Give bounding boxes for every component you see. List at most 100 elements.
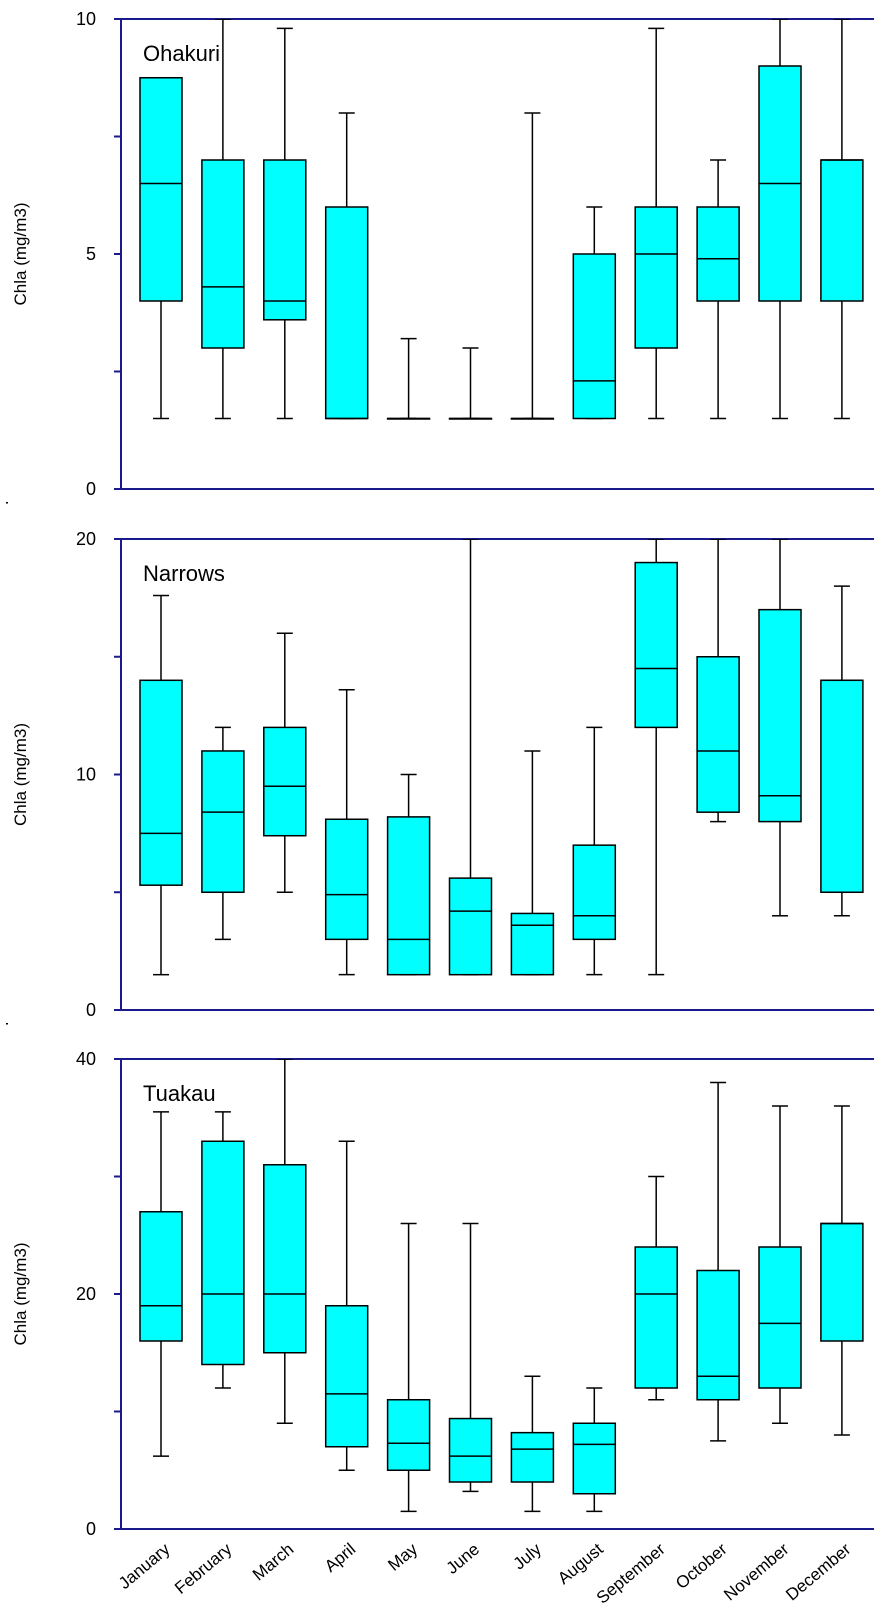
iqr-box bbox=[696, 1269, 740, 1401]
box-march bbox=[263, 632, 307, 893]
iqr-box bbox=[510, 912, 555, 976]
box-june bbox=[448, 539, 493, 976]
y-axis-label: Chla (mg/m3) bbox=[11, 1243, 30, 1346]
y-tick-label: 20 bbox=[76, 1284, 96, 1304]
box-may bbox=[386, 337, 431, 420]
panel-title: Ohakuri bbox=[143, 41, 220, 66]
iqr-box bbox=[139, 1211, 183, 1342]
box-august bbox=[572, 1387, 617, 1513]
box-march bbox=[263, 27, 307, 420]
iqr-box bbox=[696, 206, 740, 302]
iqr-box bbox=[634, 561, 678, 729]
iqr-box bbox=[448, 877, 493, 976]
box-april bbox=[324, 688, 369, 976]
x-tick-label: November bbox=[720, 1539, 793, 1604]
box-july bbox=[510, 1375, 555, 1513]
box-june bbox=[448, 1222, 493, 1493]
box-august bbox=[572, 206, 617, 420]
box-february bbox=[201, 726, 245, 941]
iqr-box bbox=[139, 679, 183, 886]
x-tick-label: September bbox=[593, 1539, 669, 1607]
iqr-box bbox=[263, 159, 307, 321]
iqr-box bbox=[634, 1246, 678, 1389]
box-april bbox=[324, 112, 369, 420]
x-tick-label: August bbox=[554, 1539, 607, 1588]
box-august bbox=[572, 726, 617, 976]
x-tick-label: October bbox=[672, 1539, 731, 1593]
iqr-box bbox=[201, 1140, 245, 1366]
x-tick-label: April bbox=[321, 1540, 359, 1576]
box-october bbox=[696, 159, 740, 420]
iqr-box bbox=[263, 726, 307, 837]
box-october bbox=[696, 1081, 740, 1442]
box-january bbox=[139, 594, 183, 976]
y-tick-label: 0 bbox=[86, 1000, 96, 1020]
iqr-box bbox=[634, 206, 678, 349]
x-tick-label: January bbox=[115, 1539, 174, 1593]
box-september bbox=[634, 539, 678, 976]
separator-dot bbox=[6, 1023, 8, 1025]
box-marks bbox=[139, 539, 864, 976]
y-tick-label: 10 bbox=[76, 9, 96, 29]
panel-ohakuri: 0 5 10 Chla (mg/m3) Ohakuri bbox=[6, 9, 874, 504]
box-may bbox=[386, 1222, 431, 1513]
y-tick-label: 10 bbox=[76, 765, 96, 785]
box-december bbox=[820, 1105, 864, 1436]
x-tick-label: June bbox=[443, 1540, 483, 1578]
iqr-box bbox=[696, 656, 740, 813]
iqr-box bbox=[324, 1305, 369, 1448]
box-november bbox=[758, 1105, 802, 1424]
box-march bbox=[263, 1059, 307, 1424]
iqr-box bbox=[386, 1399, 431, 1471]
y-tick-label: 0 bbox=[86, 1519, 96, 1539]
panel-title: Tuakau bbox=[143, 1081, 216, 1106]
iqr-box bbox=[448, 1417, 493, 1483]
y-tick-label: 40 bbox=[76, 1049, 96, 1069]
iqr-box bbox=[820, 1222, 864, 1342]
x-tick-label: December bbox=[782, 1539, 855, 1604]
panel-narrows: 0 10 20 Chla (mg/m3) Narrows bbox=[6, 529, 874, 1025]
box-february bbox=[201, 1111, 245, 1389]
box-february bbox=[201, 19, 245, 420]
iqr-box bbox=[324, 818, 369, 941]
y-tick-label: 0 bbox=[86, 479, 96, 499]
box-december bbox=[820, 585, 864, 917]
iqr-box bbox=[758, 1246, 802, 1389]
box-november bbox=[758, 19, 802, 420]
box-marks bbox=[139, 1059, 864, 1513]
box-september bbox=[634, 1175, 678, 1401]
iqr-box bbox=[139, 77, 183, 302]
box-november bbox=[758, 539, 802, 917]
y-axis-label: Chla (mg/m3) bbox=[11, 203, 30, 306]
x-tick-label: May bbox=[384, 1539, 421, 1575]
box-july bbox=[510, 112, 555, 420]
box-april bbox=[324, 1140, 369, 1471]
iqr-box bbox=[820, 679, 864, 893]
iqr-box bbox=[201, 750, 245, 894]
box-january bbox=[139, 1111, 183, 1457]
iqr-box bbox=[324, 206, 369, 420]
panel-title: Narrows bbox=[143, 561, 225, 586]
box-december bbox=[820, 19, 864, 420]
box-september bbox=[634, 27, 678, 420]
iqr-box bbox=[572, 1422, 617, 1495]
iqr-box bbox=[820, 159, 864, 302]
iqr-box bbox=[572, 844, 617, 941]
iqr-box bbox=[510, 1431, 555, 1483]
box-july bbox=[510, 750, 555, 976]
iqr-box bbox=[572, 253, 617, 420]
box-january bbox=[139, 77, 183, 420]
box-marks bbox=[139, 19, 864, 420]
box-october bbox=[696, 539, 740, 823]
y-tick-label: 20 bbox=[76, 529, 96, 549]
x-tick-label: February bbox=[171, 1539, 236, 1598]
y-axis-label: Chla (mg/m3) bbox=[11, 723, 30, 826]
x-tick-label: March bbox=[249, 1540, 297, 1585]
y-tick-label: 5 bbox=[86, 244, 96, 264]
separator-dot bbox=[6, 502, 8, 504]
iqr-box bbox=[263, 1164, 307, 1354]
box-may bbox=[386, 773, 431, 976]
iqr-box bbox=[201, 159, 245, 349]
